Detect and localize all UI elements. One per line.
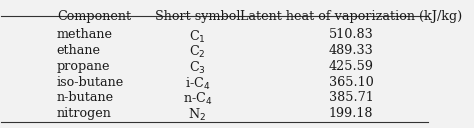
Text: C$_3$: C$_3$ <box>189 60 206 76</box>
Text: 365.10: 365.10 <box>328 76 373 89</box>
Text: methane: methane <box>57 28 113 41</box>
Text: iso-butane: iso-butane <box>57 76 124 89</box>
Text: 199.18: 199.18 <box>328 107 373 120</box>
Text: C$_2$: C$_2$ <box>189 44 206 60</box>
Text: nitrogen: nitrogen <box>57 107 112 120</box>
Text: 385.71: 385.71 <box>328 91 373 104</box>
Text: ethane: ethane <box>57 44 101 57</box>
Text: n-butane: n-butane <box>57 91 114 104</box>
Text: Latent heat of vaporization (kJ/kg): Latent heat of vaporization (kJ/kg) <box>240 10 462 23</box>
Text: i-C$_4$: i-C$_4$ <box>185 76 210 92</box>
Text: Short symbol: Short symbol <box>155 10 240 23</box>
Text: Component: Component <box>57 10 131 23</box>
Text: propane: propane <box>57 60 110 73</box>
Text: 425.59: 425.59 <box>328 60 374 73</box>
Text: N$_2$: N$_2$ <box>189 107 207 123</box>
Text: 489.33: 489.33 <box>328 44 373 57</box>
Text: 510.83: 510.83 <box>328 28 373 41</box>
Text: n-C$_4$: n-C$_4$ <box>182 91 212 108</box>
Text: C$_1$: C$_1$ <box>189 28 206 45</box>
